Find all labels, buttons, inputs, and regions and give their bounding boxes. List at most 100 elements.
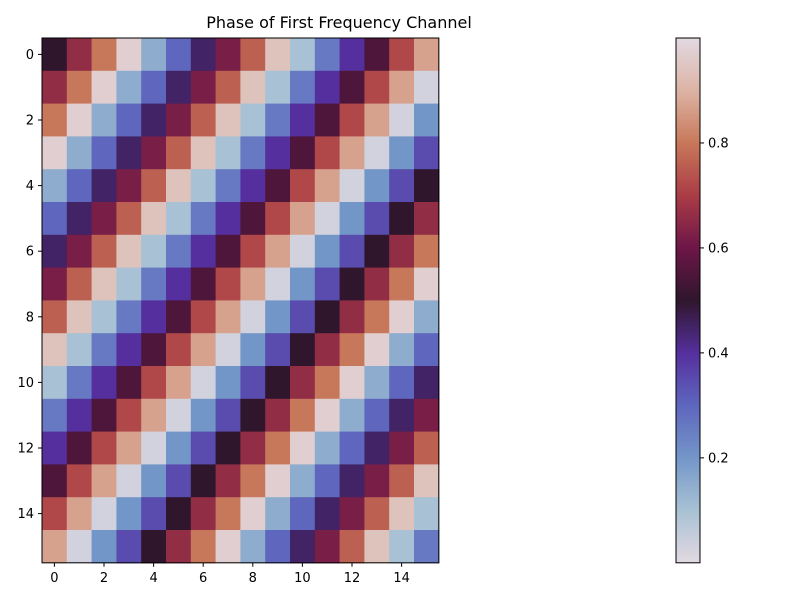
heatmap-cell [240,300,266,334]
y-tick-label: 0 [26,48,34,63]
heatmap-cell [339,300,365,334]
heatmap-cell [314,464,341,498]
heatmap-cell [166,169,192,203]
heatmap-cell [339,398,365,433]
heatmap-cell [190,431,217,465]
x-tick-label: 0 [50,571,58,586]
heatmap-cell [215,431,241,465]
heatmap-cell [141,300,167,334]
heatmap-cell [290,234,316,269]
heatmap-cell [116,202,142,236]
heatmap-cell [166,267,192,301]
y-tick-label: 10 [17,376,34,391]
heatmap-cell [265,267,291,301]
heatmap-cell [389,464,415,498]
heatmap-cell [240,202,266,236]
y-tick-label: 8 [26,310,34,325]
heatmap-cell [141,267,167,301]
heatmap-cell [265,103,291,137]
heatmap-cell [339,366,365,400]
heatmap-cell [66,300,93,334]
heatmap-cell [91,300,117,334]
colorbar-tick-label: 0.8 [708,136,729,151]
heatmap-cell [414,70,440,105]
heatmap-cell [364,202,390,236]
heatmap-cell [290,366,316,400]
heatmap-cell [166,464,192,498]
heatmap-cell [265,202,291,236]
heatmap-cell [339,70,365,105]
heatmap-cell [190,300,217,334]
heatmap-cell [290,136,316,170]
heatmap-cell [414,530,440,564]
heatmap-cell [215,169,241,203]
colorbar-axis: 0.2 0.4 0.6 0.8 [700,136,729,466]
heatmap-cell [66,530,93,564]
heatmap-cell [166,202,192,236]
y-tick-label: 14 [17,507,34,522]
heatmap-cell [190,497,217,531]
heatmap-cell [66,169,93,203]
heatmap-cell [364,300,390,334]
heatmap-cell [166,234,192,269]
heatmap-cell [66,136,93,170]
heatmap-cell [91,398,117,433]
heatmap-cell [339,234,365,269]
heatmap-cell [141,464,167,498]
heatmap-cell [389,169,415,203]
heatmap-cell [42,366,68,400]
heatmap-cell [215,366,241,400]
heatmap-cell [364,103,390,137]
y-tick-label: 12 [17,442,34,457]
heatmap-cell [166,136,192,170]
heatmap-cell [166,103,192,137]
heatmap-cell [240,267,266,301]
heatmap-cell [265,136,291,170]
heatmap-cell [116,530,142,564]
colorbar-tick-label: 0.2 [708,451,729,466]
heatmap-cell [116,464,142,498]
heatmap-cell [66,70,93,105]
heatmap-cell [414,431,440,465]
heatmap-cell [91,267,117,301]
heatmap-cell [42,103,68,137]
heatmap-cell [116,103,142,137]
heatmap-cell [166,38,192,72]
heatmap-cell [364,464,390,498]
x-tick-label: 8 [249,571,257,586]
heatmap-cell [389,70,415,105]
heatmap-cell [414,38,440,72]
heatmap-cell [314,333,341,367]
heatmap-cell [215,103,241,137]
heatmap-cell [215,464,241,498]
heatmap-cells [42,38,440,564]
heatmap-cell [215,300,241,334]
heatmap-cell [240,464,266,498]
heatmap-cell [215,136,241,170]
heatmap-cell [42,202,68,236]
heatmap-cell [42,300,68,334]
heatmap-cell [414,398,440,433]
heatmap-cell [116,169,142,203]
heatmap-cell [314,497,341,531]
x-tick-label: 10 [294,571,311,586]
heatmap-cell [240,530,266,564]
heatmap-cell [389,300,415,334]
heatmap-cell [42,38,68,72]
heatmap-cell [66,464,93,498]
heatmap-cell [414,267,440,301]
heatmap-cell [265,398,291,433]
heatmap-cell [141,103,167,137]
heatmap-cell [42,497,68,531]
heatmap-cell [166,333,192,367]
heatmap-cell [389,38,415,72]
heatmap-cell [215,497,241,531]
heatmap-cell [91,103,117,137]
heatmap-cell [265,234,291,269]
heatmap-cell [364,70,390,105]
heatmap-cell [290,38,316,72]
heatmap-cell [190,398,217,433]
heatmap-cell [314,267,341,301]
heatmap-cell [364,38,390,72]
heatmap-cell [265,366,291,400]
